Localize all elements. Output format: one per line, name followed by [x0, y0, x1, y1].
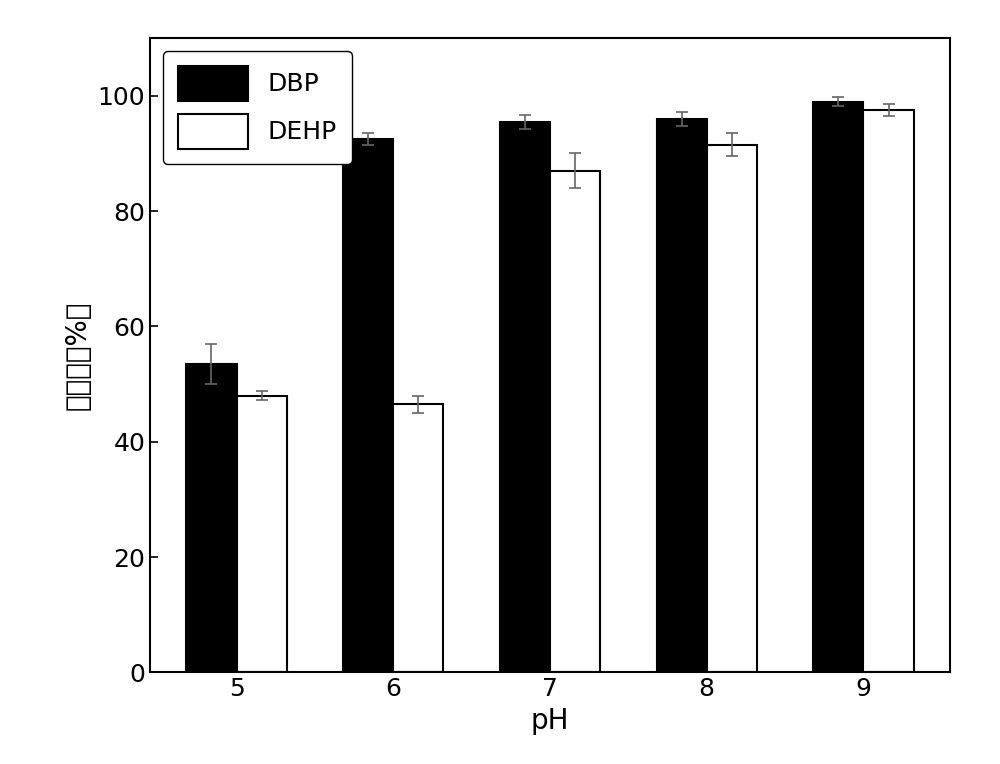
Y-axis label: 降解率（%）: 降解率（%）	[64, 300, 92, 410]
X-axis label: pH: pH	[531, 707, 569, 735]
Bar	[343, 139, 393, 672]
Bar	[186, 364, 237, 672]
Bar	[393, 404, 443, 672]
Bar	[657, 119, 707, 672]
Bar	[550, 171, 600, 672]
Bar	[707, 145, 757, 672]
Bar	[500, 121, 550, 672]
Bar	[863, 110, 914, 672]
Bar	[813, 102, 863, 672]
Legend: DBP, DEHP: DBP, DEHP	[162, 50, 352, 164]
Bar	[237, 396, 287, 672]
